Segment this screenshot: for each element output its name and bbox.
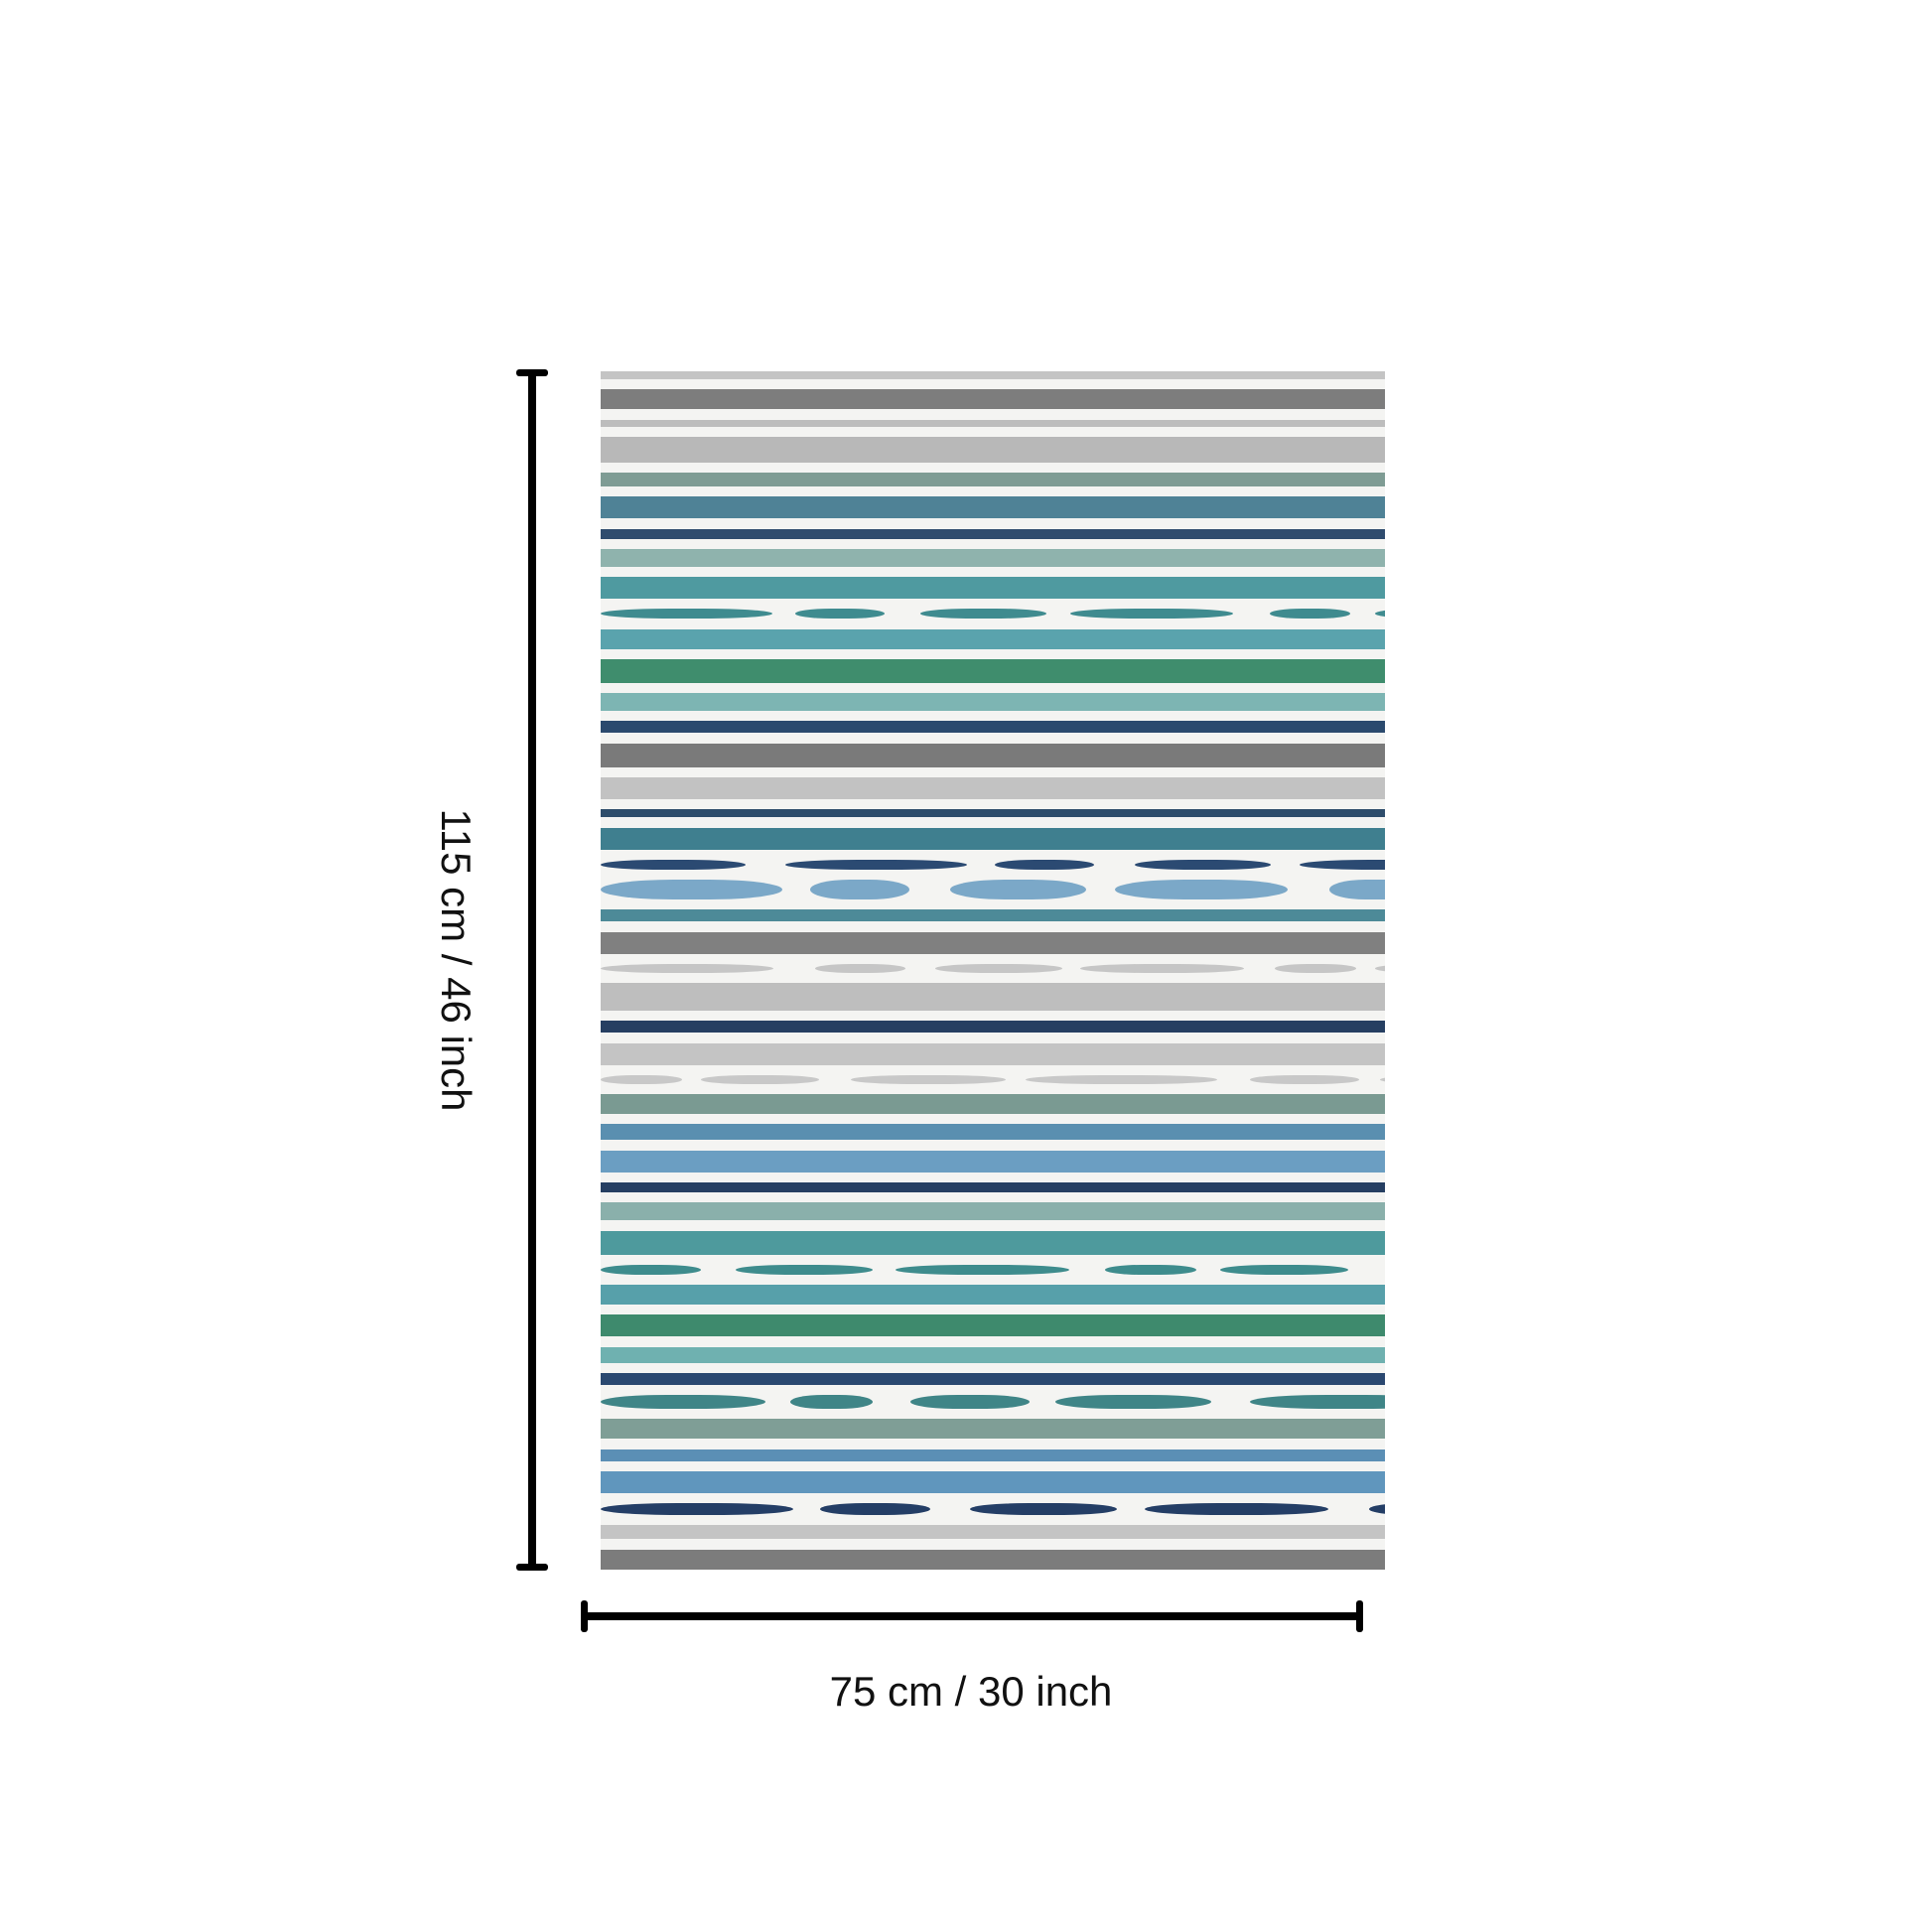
rug-stripe [601,909,1385,922]
rug-stripe-segment [601,1264,701,1275]
rug-stripe [601,1181,1385,1192]
rug-stripe-segment [601,1395,765,1410]
rug-stripe-segment [1250,1074,1359,1084]
rug-stripe [601,577,1385,600]
rug-stripe [601,496,1385,519]
rug-stripe [601,628,1385,649]
rug-stripe-segment [1105,1264,1196,1275]
rug-stripe [601,1314,1385,1337]
width-dimension-line [584,1612,1359,1620]
rug-stripe-segment [1275,963,1356,973]
rug-stripe [601,1230,1385,1255]
rug-stripe [601,1419,1385,1440]
rug-stripe-segment [1380,1074,1385,1084]
rug-stripe-segment [1300,859,1385,870]
rug-stripe [601,1042,1385,1065]
rug-stripe [601,1021,1385,1034]
rug-stripe [601,983,1385,1012]
rug-stripe [601,1124,1385,1141]
rug-stripe [601,1074,1385,1084]
rug-stripe [601,1346,1385,1363]
height-label: 115 cm / 46 inch [433,808,480,1112]
rug-stripe [601,809,1385,818]
rug-stripe-segment [601,880,782,900]
rug-stripe-segment [1329,880,1385,900]
rug-stripe-segment [1220,1264,1348,1275]
rug-stripe [601,371,1385,379]
rug-stripe [601,880,1385,900]
rug-stripe-segment [1369,1503,1385,1516]
rug-stripe-segment [1135,859,1271,870]
rug-stripe [601,1525,1385,1540]
height-dimension-line [528,372,536,1567]
rug-stripe [601,609,1385,620]
rug-image [601,371,1385,1570]
rug-stripe-segment [601,609,772,620]
rug-stripe-segment [1375,963,1385,973]
rug-stripe [601,931,1385,954]
height-dimension-cap-top [516,369,548,376]
rug-stripe-segment [601,963,773,973]
height-dimension-cap-bottom [516,1564,548,1571]
rug-stripe-segment [950,880,1086,900]
width-label: 75 cm / 30 inch [829,1668,1113,1715]
rug-stripe-segment [896,1264,1069,1275]
rug-stripe [601,1094,1385,1115]
rug-stripe [601,859,1385,870]
rug-stripe-segment [790,1395,873,1410]
rug-stripe [601,1285,1385,1306]
rug-stripe-segment [1145,1503,1328,1516]
rug-stripe [601,743,1385,767]
rug-stripe [601,548,1385,567]
rug-stripe-segment [851,1074,1006,1084]
rug-stripe [601,776,1385,799]
rug-stripe [601,1395,1385,1410]
rug-stripe [601,963,1385,973]
rug-stripe-segment [815,963,905,973]
rug-stripe-segment [810,880,909,900]
rug-stripe-segment [1070,609,1233,620]
rug-stripe [601,1449,1385,1461]
rug-stripe [601,1150,1385,1173]
rug-stripe-segment [785,859,967,870]
rug-stripe-segment [795,609,885,620]
rug-stripe-segment [910,1395,1030,1410]
rug-stripe [601,1372,1385,1385]
rug-stripe-segment [1115,880,1288,900]
rug-stripe [601,389,1385,410]
rug-stripe [601,436,1385,463]
width-dimension-cap-right [1356,1600,1363,1632]
rug-stripe-segment [970,1503,1117,1516]
rug-stripe [601,473,1385,487]
rug-stripe [601,721,1385,734]
rug-stripe [601,1264,1385,1275]
rug-stripe [601,1202,1385,1221]
rug-stripe-segment [601,859,746,870]
rug-stripe [601,1549,1385,1570]
rug-stripe-segment [701,1074,819,1084]
rug-stripe [601,1470,1385,1493]
rug-stripe [601,827,1385,850]
rug-stripe [601,693,1385,712]
rug-stripe-segment [995,859,1094,870]
rug-stripe-segment [1375,609,1385,620]
rug-stripe-segment [920,609,1046,620]
width-dimension-cap-left [581,1600,588,1632]
rug-stripe-segment [820,1503,930,1516]
rug-stripe-segment [1055,1395,1211,1410]
rug-stripe [601,1503,1385,1516]
rug-stripe [601,528,1385,539]
rug-stripe-segment [1080,963,1244,973]
rug-stripe [601,419,1385,427]
rug-stripe [601,658,1385,683]
rug-stripe-segment [1270,609,1350,620]
rug-stripe-segment [736,1264,873,1275]
rug-stripe-segment [1250,1395,1385,1410]
rug-stripe-segment [1026,1074,1217,1084]
rug-stripe-segment [935,963,1062,973]
rug-stripe-segment [601,1503,793,1516]
rug-stripe-segment [601,1074,682,1084]
